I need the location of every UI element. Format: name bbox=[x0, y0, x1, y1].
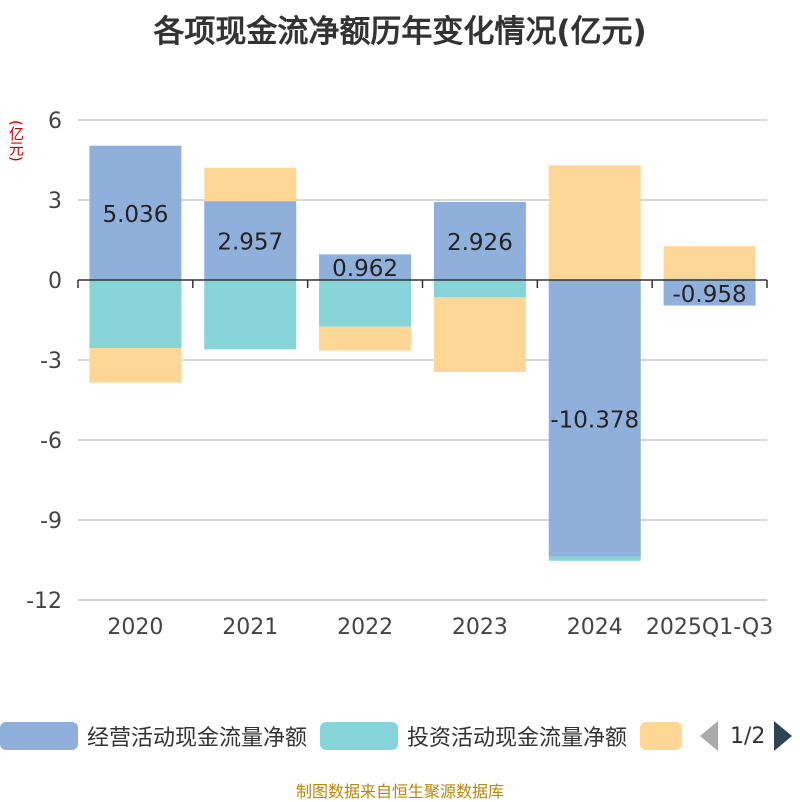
legend-label-operating: 经营活动现金流量净额 bbox=[87, 726, 308, 751]
legend-swatch-financing bbox=[640, 722, 682, 750]
y-tick-label: -6 bbox=[40, 429, 62, 454]
data-source-note: 制图数据来自恒生聚源数据库 bbox=[295, 782, 504, 801]
data-label-2023: 2.926 bbox=[447, 230, 513, 256]
bar-operating-2025Q1-Q3 bbox=[663, 280, 756, 306]
legend-next-icon[interactable] bbox=[774, 721, 793, 751]
legend-swatch-investing bbox=[320, 722, 398, 750]
legend-item-investing[interactable]: 投资活动现金流量净额 bbox=[320, 716, 627, 756]
legend-label-investing: 投资活动现金流量净额 bbox=[407, 726, 628, 751]
bar-financing-2021 bbox=[204, 167, 297, 202]
bars bbox=[89, 145, 756, 561]
x-tick-label: 2020 bbox=[107, 615, 163, 640]
legend-item-operating[interactable]: 经营活动现金流量净额 bbox=[0, 716, 307, 756]
y-tick-label: -9 bbox=[40, 509, 62, 534]
bar-operating-2023 bbox=[433, 201, 526, 280]
data-label-2021: 2.957 bbox=[217, 230, 283, 256]
legend: 经营活动现金流量净额 投资活动现金流量净额 1/2 bbox=[0, 716, 800, 756]
bar-investing-2022 bbox=[319, 280, 412, 327]
x-tick-label: 2025Q1-Q3 bbox=[646, 615, 773, 640]
bar-investing-2021 bbox=[204, 280, 297, 350]
bar-investing-2023 bbox=[433, 280, 526, 298]
x-tick-label: 2021 bbox=[222, 615, 278, 640]
bar-investing-2024 bbox=[548, 556, 641, 561]
chart-title: 各项现金流净额历年变化情况(亿元) bbox=[153, 14, 647, 50]
chart-plot: 6 3 0 -3 -6 -9 -12 2020 2021 2022 2023 2024 2025Q1-Q… bbox=[26, 109, 773, 640]
legend-swatch-operating bbox=[0, 722, 78, 750]
bar-financing-2022 bbox=[319, 326, 412, 351]
legend-prev-icon[interactable] bbox=[700, 721, 718, 751]
bar-operating-2024 bbox=[548, 280, 641, 557]
bar-investing-2020 bbox=[89, 280, 182, 348]
y-axis-unit-label: (亿元) bbox=[7, 120, 25, 162]
legend-page-indicator: 1/2 bbox=[730, 723, 766, 749]
x-tick-label: 2022 bbox=[337, 615, 393, 640]
bar-financing-2020 bbox=[89, 348, 182, 383]
legend-item-financing[interactable] bbox=[640, 716, 682, 756]
bar-operating-2022 bbox=[319, 254, 412, 280]
data-label-2020: 5.036 bbox=[102, 202, 168, 228]
x-tick-label: 2023 bbox=[452, 615, 508, 640]
y-tick-label: -3 bbox=[40, 349, 62, 374]
data-label-2022: 0.962 bbox=[332, 256, 398, 282]
bar-financing-2024 bbox=[548, 165, 641, 280]
y-tick-label: 0 bbox=[48, 269, 62, 294]
bar-operating-2021 bbox=[204, 201, 297, 280]
y-tick-label: 6 bbox=[48, 109, 62, 134]
data-labels: 5.036 2.957 0.962 2.926 -10.378 -0.958 bbox=[102, 202, 746, 434]
data-label-2025Q1-Q3: -0.958 bbox=[673, 282, 747, 308]
bar-operating-2020 bbox=[89, 145, 182, 280]
axes: 6 3 0 -3 -6 -9 -12 2020 2021 2022 2023 2024 2025Q1-Q… bbox=[26, 109, 773, 640]
x-tick-label: 2024 bbox=[567, 615, 623, 640]
data-label-2024: -10.378 bbox=[550, 407, 639, 433]
y-tick-label: 3 bbox=[48, 189, 62, 214]
legend-pager: 1/2 bbox=[700, 716, 793, 756]
y-tick-label: -12 bbox=[26, 589, 62, 614]
bar-financing-2025Q1-Q3 bbox=[663, 246, 756, 279]
bar-financing-2023 bbox=[433, 297, 526, 372]
